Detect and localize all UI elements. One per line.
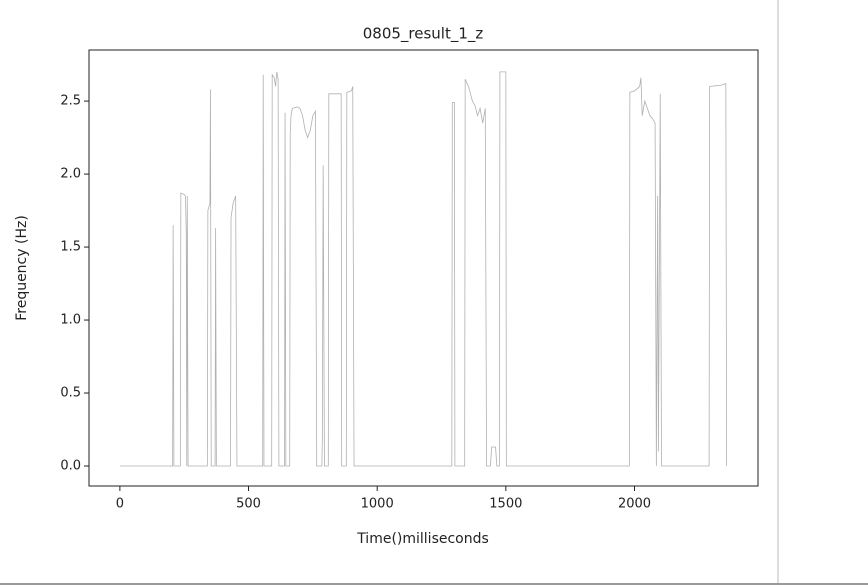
x-tick-label: 1500 <box>489 497 522 512</box>
y-tick-label: 0.0 <box>60 459 81 474</box>
x-axis-label: Time()milliseconds <box>356 531 489 547</box>
y-axis-label: Frequency (Hz) <box>14 215 30 321</box>
x-tick-label: 0 <box>116 497 124 512</box>
y-tick-label: 2.0 <box>60 167 81 182</box>
x-tick-label: 500 <box>236 497 261 512</box>
x-tick-label: 1000 <box>361 497 394 512</box>
x-tick-label: 2000 <box>618 497 651 512</box>
chart-title: 0805_result_1_z <box>363 25 484 44</box>
y-tick-label: 2.5 <box>60 94 81 109</box>
plot-frame <box>88 49 759 487</box>
y-tick-label: 0.5 <box>60 386 81 401</box>
line <box>119 71 728 467</box>
y-tick-label: 1.0 <box>60 313 81 328</box>
y-tick-label: 1.5 <box>60 240 81 255</box>
